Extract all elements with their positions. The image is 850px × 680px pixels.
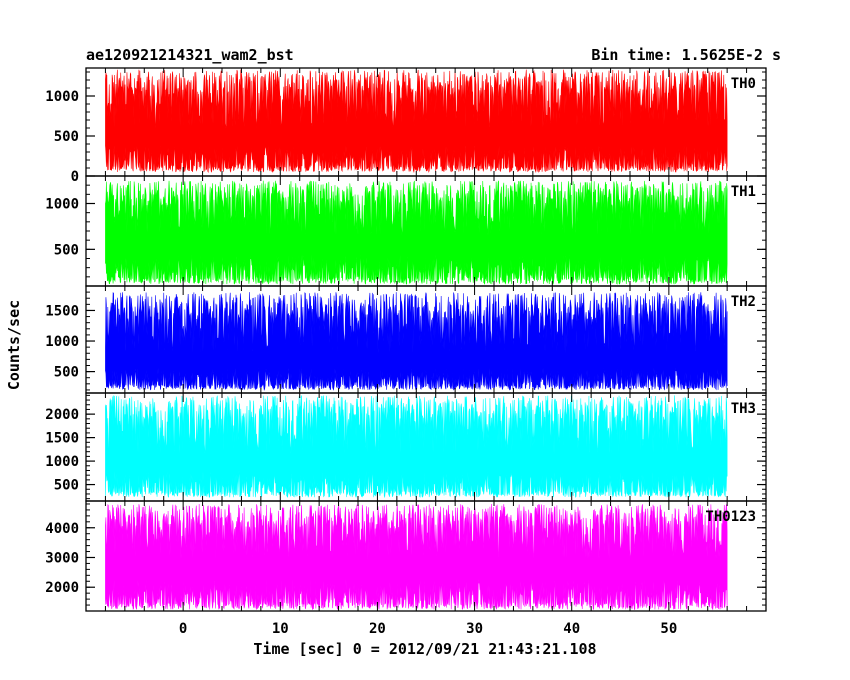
x-tick-label: 20 (369, 621, 386, 637)
x-tick-label: 50 (660, 621, 677, 637)
y-tick-label: 500 (54, 478, 79, 494)
panel-label-th0123: TH0123 (705, 509, 756, 525)
panels-group: 05001000TH05001000TH150010001500TH250010… (45, 67, 767, 637)
panel-th2: 500 1000 1500 TH2 (45, 285, 767, 394)
x-tick-label: 10 (272, 621, 289, 637)
y-tick-label: 1000 (45, 334, 79, 350)
y-tick-label: 500 (54, 129, 79, 145)
obs-id-title: ae120921214321_wam2_bst (86, 46, 294, 64)
bin-time-label: Bin time: 1.5625E-2 s (591, 46, 781, 64)
panel-label-th1: TH1 (731, 184, 756, 200)
light-curve-th0 (105, 69, 728, 174)
y-tick-label: 4000 (45, 521, 79, 537)
y-tick-label: 500 (54, 242, 79, 258)
x-tick-label: 40 (563, 621, 580, 637)
x-tick-label: 0 (179, 621, 187, 637)
y-tick-label: 3000 (45, 550, 79, 566)
y-tick-label: 1500 (45, 431, 79, 447)
panel-label-th0: TH0 (731, 76, 756, 92)
light-curve-th2 (105, 292, 728, 391)
light-curve-th0123 (105, 503, 728, 611)
y-tick-label: 1000 (45, 89, 79, 105)
panel-frame (85, 500, 767, 612)
y-tick-label: 1500 (45, 303, 79, 319)
light-curve-th1 (105, 180, 728, 285)
y-axis-label: Counts/sec (5, 300, 23, 390)
panel-th0123: 2000 3000 4000 TH0123 (45, 500, 767, 612)
panel-label-th3: TH3 (731, 401, 756, 417)
y-tick-label: 1000 (45, 197, 79, 213)
y-tick-label: 2000 (45, 580, 79, 596)
x-tick-labels: 0 10 20 30 40 50 (179, 621, 677, 637)
y-tick-label: 1000 (45, 454, 79, 470)
panel-label-th2: TH2 (731, 294, 756, 310)
panel-th1: 500 1000 TH1 (45, 175, 767, 287)
y-tick-label: 2000 (45, 407, 79, 423)
y-tick-label: 0 (71, 169, 79, 185)
y-tick-label: 500 (54, 365, 79, 381)
x-tick-label: 30 (466, 621, 483, 637)
panel-th3: 500 1000 1500 2000 TH3 (45, 392, 767, 502)
panel-th0: 0 500 1000 TH0 (45, 67, 767, 185)
x-axis-label: Time [sec] 0 = 2012/09/21 21:43:21.108 (253, 640, 596, 658)
light-curve-th3 (105, 395, 728, 499)
